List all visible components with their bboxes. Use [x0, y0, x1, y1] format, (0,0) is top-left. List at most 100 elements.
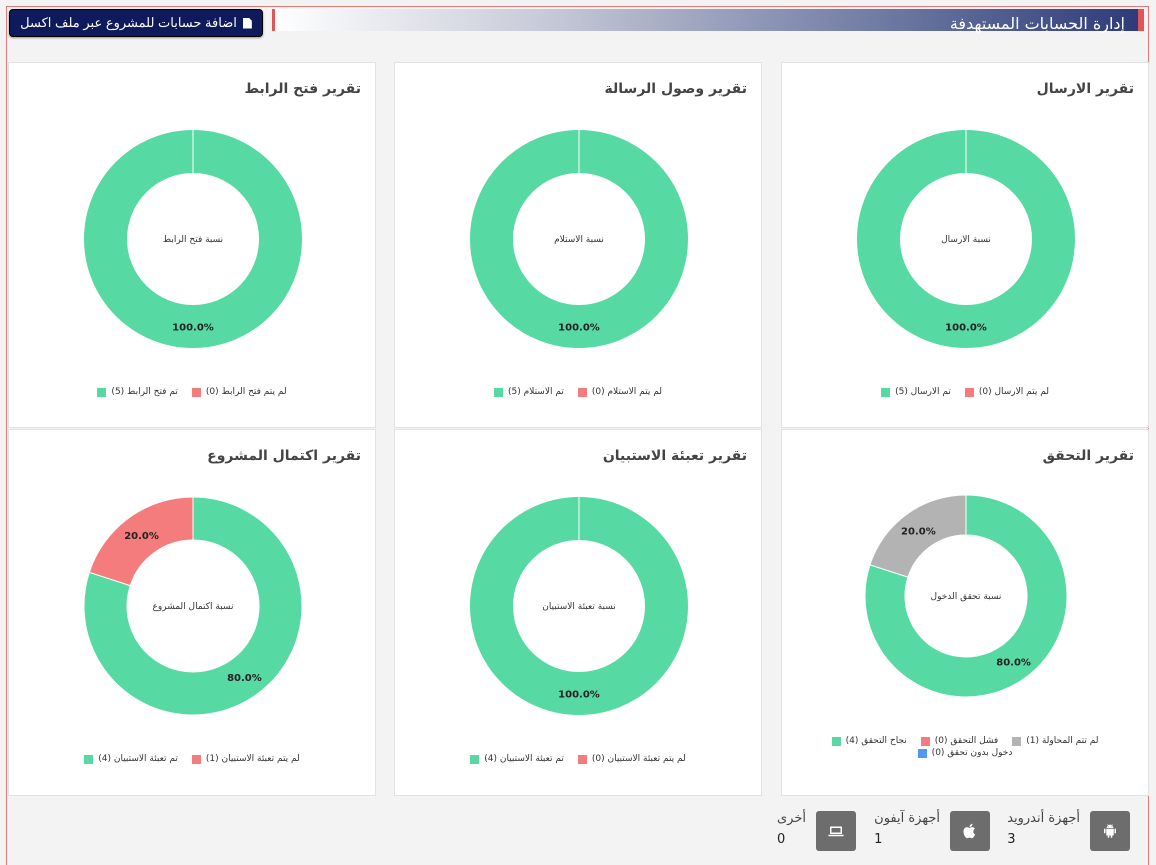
- legend-swatch: [964, 387, 974, 397]
- legend-label: تم الارسال (5): [895, 387, 951, 397]
- donut-chart: 100.0% نسبة الاستلام: [470, 130, 688, 348]
- card-title: تقرير التحقق: [1042, 448, 1134, 464]
- slice-percent-label: 20.0%: [901, 526, 936, 537]
- legend-label: لم يتم تعبئة الاستبيان (0): [591, 754, 686, 764]
- donut-center-label: نسبة الارسال: [941, 235, 991, 245]
- donut-slice[interactable]: [869, 494, 967, 578]
- legend-item[interactable]: تم الارسال (5): [881, 387, 951, 397]
- slice-percent-label: 100.0%: [558, 323, 600, 334]
- report-card-delivery: تقرير وصول الرسالة 100.0% نسبة الاستلام ل…: [394, 62, 762, 428]
- device-label: أجهزة أندرويد: [1007, 811, 1080, 826]
- report-card-sending: تقرير الارسال 100.0% نسبة الارسال لم يتم …: [781, 62, 1149, 428]
- legend-label: نجاح التحقق (4): [845, 736, 907, 746]
- donut-chart: 100.0% نسبة فتح الرابط: [84, 130, 302, 348]
- legend-item[interactable]: دخول بدون تحقق (0): [917, 748, 1013, 758]
- donut-center-label: نسبة تحقق الدخول: [931, 592, 1002, 602]
- report-card-verification: تقرير التحقق 80.0% 20.0% نسبة تحقق الدخول …: [781, 429, 1149, 796]
- legend-label: تم فتح الرابط (5): [111, 387, 178, 397]
- legend-swatch: [97, 387, 107, 397]
- legend-item[interactable]: لم يتم تعبئة الاستبيان (0): [577, 754, 686, 764]
- donut-chart: 100.0% نسبة الارسال: [857, 130, 1075, 348]
- legend-label: لم يتم فتح الرابط (0): [205, 387, 287, 397]
- card-title: تقرير اكتمال المشروع: [207, 448, 361, 464]
- report-card-link-open: تقرير فتح الرابط 100.0% نسبة فتح الرابط ل…: [8, 62, 376, 428]
- legend-item[interactable]: لم تتم المحاولة (1): [1012, 736, 1098, 746]
- donut-chart: 80.0% 20.0% نسبة تحقق الدخول: [864, 494, 1068, 698]
- legend-swatch: [470, 754, 480, 764]
- legend-swatch: [191, 387, 201, 397]
- page-title: إدارة الحسابات المستهدفة: [949, 14, 1125, 33]
- donut-center-label: نسبة تعبئة الاستبيان: [542, 602, 616, 612]
- legend-swatch: [920, 736, 930, 746]
- slice-percent-label: 100.0%: [945, 323, 987, 334]
- card-title: تقرير وصول الرسالة: [604, 81, 747, 97]
- legend-label: لم يتم تعبئة الاستبيان (1): [205, 754, 300, 764]
- laptop-icon: [816, 811, 856, 851]
- device-count: 3: [1007, 832, 1016, 847]
- legend-swatch: [917, 748, 927, 758]
- chart-legend: لم يتم الارسال (0) تم الارسال (5): [782, 387, 1148, 397]
- card-title: تقرير الارسال: [1036, 81, 1134, 97]
- donut-chart: 80.0% 20.0% نسبة اكتمال المشروع: [83, 496, 303, 716]
- chart-legend: لم يتم تعبئة الاستبيان (1) تم تعبئة الاست…: [9, 754, 375, 764]
- legend-label: دخول بدون تحقق (0): [931, 748, 1013, 758]
- device-count: 1: [874, 832, 883, 847]
- report-card-survey: تقرير تعبئة الاستبيان 100.0% نسبة تعبئة ا…: [394, 429, 762, 796]
- legend-label: لم تتم المحاولة (1): [1026, 736, 1099, 746]
- donut-chart: 100.0% نسبة تعبئة الاستبيان: [470, 497, 688, 715]
- legend-item[interactable]: نجاح التحقق (4): [831, 736, 907, 746]
- legend-label: لم يتم الارسال (0): [978, 387, 1049, 397]
- card-title: تقرير تعبئة الاستبيان: [602, 448, 747, 464]
- legend-item[interactable]: تم تعبئة الاستبيان (4): [84, 754, 178, 764]
- legend-swatch: [831, 736, 841, 746]
- legend-swatch: [494, 387, 504, 397]
- chart-legend: لم يتم تعبئة الاستبيان (0) تم تعبئة الاست…: [395, 754, 761, 764]
- donut-center-label: نسبة اكتمال المشروع: [153, 602, 234, 612]
- device-android: أجهزة أندرويد 3: [1007, 811, 1130, 851]
- slice-percent-label: 80.0%: [996, 658, 1031, 669]
- legend-item[interactable]: تم فتح الرابط (5): [97, 387, 178, 397]
- apple-icon: [950, 811, 990, 851]
- device-other: أخرى 0: [777, 811, 856, 851]
- donut-slice[interactable]: [864, 494, 1068, 698]
- device-iphone: أجهزة آيفون 1: [874, 811, 990, 851]
- report-card-project-completion: تقرير اكتمال المشروع 80.0% 20.0% نسبة اكتم…: [8, 429, 376, 796]
- legend-swatch: [84, 754, 94, 764]
- android-icon: [1090, 811, 1130, 851]
- legend-label: تم الاستلام (5): [508, 387, 564, 397]
- chart-legend: لم يتم فتح الرابط (0) تم فتح الرابط (5): [9, 387, 375, 397]
- chart-legend: لم يتم الاستلام (0) تم الاستلام (5): [395, 387, 761, 397]
- device-label: أجهزة آيفون: [874, 811, 940, 826]
- device-count: 0: [777, 832, 786, 847]
- donut-slice[interactable]: [88, 496, 194, 587]
- legend-swatch: [577, 387, 587, 397]
- legend-item[interactable]: لم يتم فتح الرابط (0): [191, 387, 287, 397]
- legend-label: لم يتم الاستلام (0): [591, 387, 662, 397]
- excel-import-label: اضافة حسابات للمشروع عبر ملف اكسل: [20, 15, 237, 30]
- card-title: تقرير فتح الرابط: [244, 81, 361, 97]
- legend-swatch: [881, 387, 891, 397]
- donut-center-label: نسبة الاستلام: [554, 235, 604, 245]
- legend-label: تم تعبئة الاستبيان (4): [98, 754, 178, 764]
- chart-legend: لم تتم المحاولة (1) فشل التحقق (0) نجاح ال…: [782, 736, 1148, 758]
- slice-percent-label: 20.0%: [124, 531, 159, 542]
- device-label: أخرى: [777, 811, 806, 826]
- legend-swatch: [191, 754, 201, 764]
- donut-slice[interactable]: [83, 496, 303, 716]
- legend-item[interactable]: لم يتم تعبئة الاستبيان (1): [191, 754, 300, 764]
- slice-percent-label: 100.0%: [172, 323, 214, 334]
- legend-item[interactable]: لم يتم الارسال (0): [964, 387, 1049, 397]
- legend-swatch: [1012, 736, 1022, 746]
- header-bar: إدارة الحسابات المستهدفة: [272, 9, 1143, 33]
- excel-import-button[interactable]: اضافة حسابات للمشروع عبر ملف اكسل: [9, 9, 263, 37]
- legend-item[interactable]: تم الاستلام (5): [494, 387, 564, 397]
- donut-center-label: نسبة فتح الرابط: [163, 235, 223, 245]
- slice-percent-label: 100.0%: [558, 690, 600, 701]
- legend-item[interactable]: لم يتم الاستلام (0): [577, 387, 662, 397]
- file-icon: [242, 17, 252, 29]
- legend-label: تم تعبئة الاستبيان (4): [484, 754, 564, 764]
- legend-item[interactable]: تم تعبئة الاستبيان (4): [470, 754, 564, 764]
- legend-swatch: [577, 754, 587, 764]
- legend-label: فشل التحقق (0): [934, 736, 999, 746]
- legend-item[interactable]: فشل التحقق (0): [920, 736, 999, 746]
